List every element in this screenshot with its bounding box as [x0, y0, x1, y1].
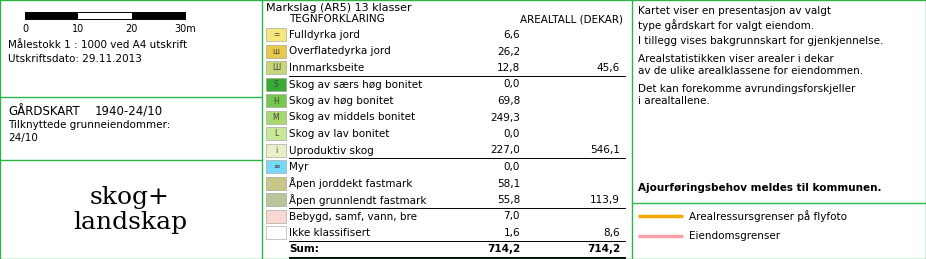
Text: 45,6: 45,6: [596, 63, 620, 73]
Text: 26,2: 26,2: [496, 47, 520, 56]
Text: Skog av lav bonitet: Skog av lav bonitet: [289, 129, 389, 139]
Text: 0: 0: [22, 24, 28, 34]
Text: 8,6: 8,6: [604, 228, 620, 238]
Text: Ш: Ш: [272, 63, 281, 73]
Bar: [266, 61, 286, 74]
Text: Bebygd, samf, vann, bre: Bebygd, samf, vann, bre: [289, 212, 417, 221]
Text: H: H: [273, 97, 279, 105]
Text: 6,6: 6,6: [504, 30, 520, 40]
Text: 714,2: 714,2: [487, 244, 520, 255]
Text: M: M: [272, 113, 280, 122]
Bar: [266, 94, 286, 107]
Text: Myr: Myr: [289, 162, 308, 172]
Text: 55,8: 55,8: [496, 195, 520, 205]
Text: Markslag (AR5) 13 klasser: Markslag (AR5) 13 klasser: [266, 3, 412, 13]
Text: Arealressursgrenser på flyfoto: Arealressursgrenser på flyfoto: [689, 210, 847, 222]
Text: I tillegg vises bakgrunnskart for gjenkjennelse.: I tillegg vises bakgrunnskart for gjenkj…: [638, 36, 883, 46]
Text: 227,0: 227,0: [490, 146, 520, 155]
Text: 58,1: 58,1: [496, 178, 520, 189]
Bar: [266, 226, 286, 239]
Text: 714,2: 714,2: [587, 244, 620, 255]
Text: 1940-24/10: 1940-24/10: [95, 105, 163, 118]
Text: 546,1: 546,1: [590, 146, 620, 155]
Bar: [266, 111, 286, 124]
Text: S: S: [273, 80, 279, 89]
Text: skog+
landskap: skog+ landskap: [73, 186, 187, 234]
Bar: [266, 160, 286, 173]
Text: Ikke klassifisert: Ikke klassifisert: [289, 228, 370, 238]
Text: 0,0: 0,0: [504, 162, 520, 172]
Text: Innmarksbeite: Innmarksbeite: [289, 63, 364, 73]
Text: 10: 10: [72, 24, 84, 34]
Text: Åpen grunnlendt fastmark: Åpen grunnlendt fastmark: [289, 194, 427, 206]
Text: 0,0: 0,0: [504, 129, 520, 139]
Bar: [131, 12, 185, 19]
Text: Skog av særs høg bonitet: Skog av særs høg bonitet: [289, 80, 422, 90]
Text: 20: 20: [126, 24, 138, 34]
Text: Uproduktiv skog: Uproduktiv skog: [289, 146, 374, 155]
Text: AREALTALL (DEKAR): AREALTALL (DEKAR): [520, 14, 623, 24]
Text: 113,9: 113,9: [590, 195, 620, 205]
Text: 7,0: 7,0: [504, 212, 520, 221]
Text: Skog av middels bonitet: Skog av middels bonitet: [289, 112, 415, 123]
Text: ш: ш: [272, 47, 280, 56]
Text: 12,8: 12,8: [496, 63, 520, 73]
Bar: [25, 12, 79, 19]
Bar: [266, 127, 286, 140]
Bar: [266, 210, 286, 222]
Text: ≡: ≡: [273, 162, 279, 171]
Text: TEGNFORKLARING: TEGNFORKLARING: [289, 14, 384, 24]
Text: Arealstatistikken viser arealer i dekar
av de ulike arealklassene for eiendommen: Arealstatistikken viser arealer i dekar …: [638, 54, 863, 76]
Text: 30m: 30m: [174, 24, 196, 34]
Text: Fulldyrka jord: Fulldyrka jord: [289, 30, 360, 40]
Bar: [266, 28, 286, 41]
Text: Kartet viser en presentasjon av valgt
type gårdskart for valgt eiendom.: Kartet viser en presentasjon av valgt ty…: [638, 6, 831, 31]
Bar: [25, 12, 185, 19]
Text: 24/10: 24/10: [8, 133, 38, 143]
Bar: [266, 77, 286, 90]
Bar: [266, 143, 286, 156]
Text: Overflatedyrka jord: Overflatedyrka jord: [289, 47, 391, 56]
Text: 0,0: 0,0: [504, 80, 520, 90]
Text: Tilknyttede grunneiendommer:: Tilknyttede grunneiendommer:: [8, 120, 170, 130]
Text: Utskriftsdato: 29.11.2013: Utskriftsdato: 29.11.2013: [8, 54, 142, 64]
Text: Skog av høg bonitet: Skog av høg bonitet: [289, 96, 394, 106]
Bar: [266, 45, 286, 57]
Text: 249,3: 249,3: [490, 112, 520, 123]
Text: 69,8: 69,8: [496, 96, 520, 106]
Text: Åpen jorddekt fastmark: Åpen jorddekt fastmark: [289, 178, 412, 189]
Bar: [266, 193, 286, 206]
Bar: [266, 176, 286, 190]
Text: Ajourføringsbehov meldes til kommunen.: Ajourføringsbehov meldes til kommunen.: [638, 183, 882, 193]
Text: L: L: [274, 130, 278, 139]
Text: Sum:: Sum:: [289, 244, 319, 255]
Text: GÅRDSKART: GÅRDSKART: [8, 105, 80, 118]
Text: Målestokk 1 : 1000 ved A4 utskrift: Målestokk 1 : 1000 ved A4 utskrift: [8, 40, 187, 50]
Text: =: =: [273, 31, 279, 40]
Text: 1,6: 1,6: [504, 228, 520, 238]
Text: Eiendomsgrenser: Eiendomsgrenser: [689, 231, 780, 241]
Text: Det kan forekomme avrundingsforskjeller
i arealtallene.: Det kan forekomme avrundingsforskjeller …: [638, 84, 856, 106]
Text: i: i: [275, 146, 277, 155]
